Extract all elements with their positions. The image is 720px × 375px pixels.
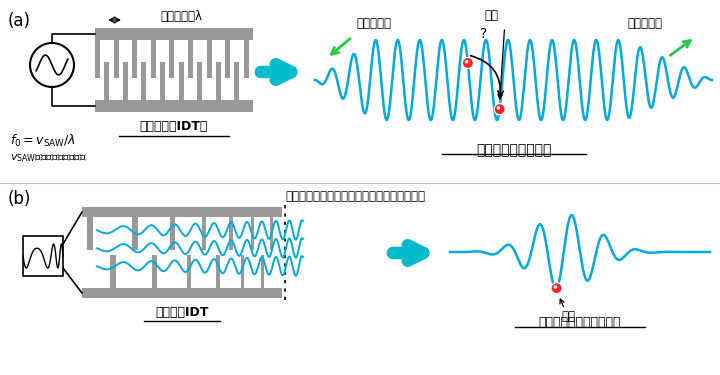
FancyBboxPatch shape bbox=[132, 217, 138, 250]
FancyBboxPatch shape bbox=[150, 40, 156, 78]
FancyBboxPatch shape bbox=[270, 217, 273, 250]
Text: (b): (b) bbox=[8, 190, 32, 208]
FancyBboxPatch shape bbox=[95, 28, 253, 40]
FancyBboxPatch shape bbox=[95, 100, 253, 112]
Text: 立ち下がり: 立ち下がり bbox=[356, 17, 391, 30]
FancyBboxPatch shape bbox=[243, 40, 248, 78]
FancyBboxPatch shape bbox=[187, 255, 191, 288]
FancyBboxPatch shape bbox=[241, 255, 244, 288]
FancyBboxPatch shape bbox=[104, 62, 109, 100]
FancyBboxPatch shape bbox=[160, 62, 165, 100]
FancyBboxPatch shape bbox=[87, 217, 93, 250]
FancyBboxPatch shape bbox=[132, 40, 138, 78]
Text: ?: ? bbox=[480, 27, 487, 41]
Circle shape bbox=[465, 60, 469, 64]
Text: (a): (a) bbox=[8, 12, 31, 30]
FancyBboxPatch shape bbox=[114, 40, 119, 78]
Circle shape bbox=[497, 106, 500, 110]
Text: 電子: 電子 bbox=[562, 310, 575, 323]
FancyBboxPatch shape bbox=[197, 62, 202, 100]
FancyBboxPatch shape bbox=[179, 62, 184, 100]
Text: 表面弾性波の孤立パルス: 表面弾性波の孤立パルス bbox=[539, 316, 621, 329]
Text: 電子: 電子 bbox=[485, 9, 499, 22]
Text: 広い帯域の表面弾性波を同位相で重ね合わせ: 広い帯域の表面弾性波を同位相で重ね合わせ bbox=[285, 190, 425, 203]
Circle shape bbox=[551, 283, 562, 294]
FancyBboxPatch shape bbox=[202, 217, 206, 250]
Circle shape bbox=[554, 285, 557, 289]
FancyBboxPatch shape bbox=[123, 62, 128, 100]
FancyBboxPatch shape bbox=[141, 62, 146, 100]
FancyBboxPatch shape bbox=[188, 40, 193, 78]
FancyBboxPatch shape bbox=[225, 40, 230, 78]
FancyBboxPatch shape bbox=[82, 288, 282, 298]
FancyBboxPatch shape bbox=[95, 40, 100, 78]
Text: 櫛の周期：λ: 櫛の周期：λ bbox=[161, 10, 203, 23]
FancyBboxPatch shape bbox=[169, 40, 174, 78]
FancyBboxPatch shape bbox=[216, 255, 220, 288]
FancyBboxPatch shape bbox=[216, 62, 221, 100]
Circle shape bbox=[494, 104, 505, 115]
Text: 立ち上がり: 立ち上がり bbox=[627, 17, 662, 30]
FancyBboxPatch shape bbox=[170, 217, 175, 250]
FancyBboxPatch shape bbox=[207, 40, 212, 78]
FancyBboxPatch shape bbox=[110, 255, 116, 288]
Text: 表面弾性波バースト: 表面弾性波バースト bbox=[476, 143, 552, 157]
Text: チャープIDT: チャープIDT bbox=[156, 306, 209, 319]
FancyBboxPatch shape bbox=[229, 217, 233, 250]
Text: $v_{\rm SAW}$：表面弾性波の速さ: $v_{\rm SAW}$：表面弾性波の速さ bbox=[10, 152, 87, 164]
FancyBboxPatch shape bbox=[152, 255, 157, 288]
FancyBboxPatch shape bbox=[235, 62, 240, 100]
Circle shape bbox=[462, 57, 473, 69]
FancyBboxPatch shape bbox=[251, 217, 254, 250]
Text: 櫛型電極（IDT）: 櫛型電極（IDT） bbox=[140, 120, 208, 133]
FancyBboxPatch shape bbox=[82, 207, 282, 217]
FancyBboxPatch shape bbox=[261, 255, 264, 288]
Text: $f_0 = v_{\rm SAW}/\lambda$: $f_0 = v_{\rm SAW}/\lambda$ bbox=[10, 133, 76, 149]
